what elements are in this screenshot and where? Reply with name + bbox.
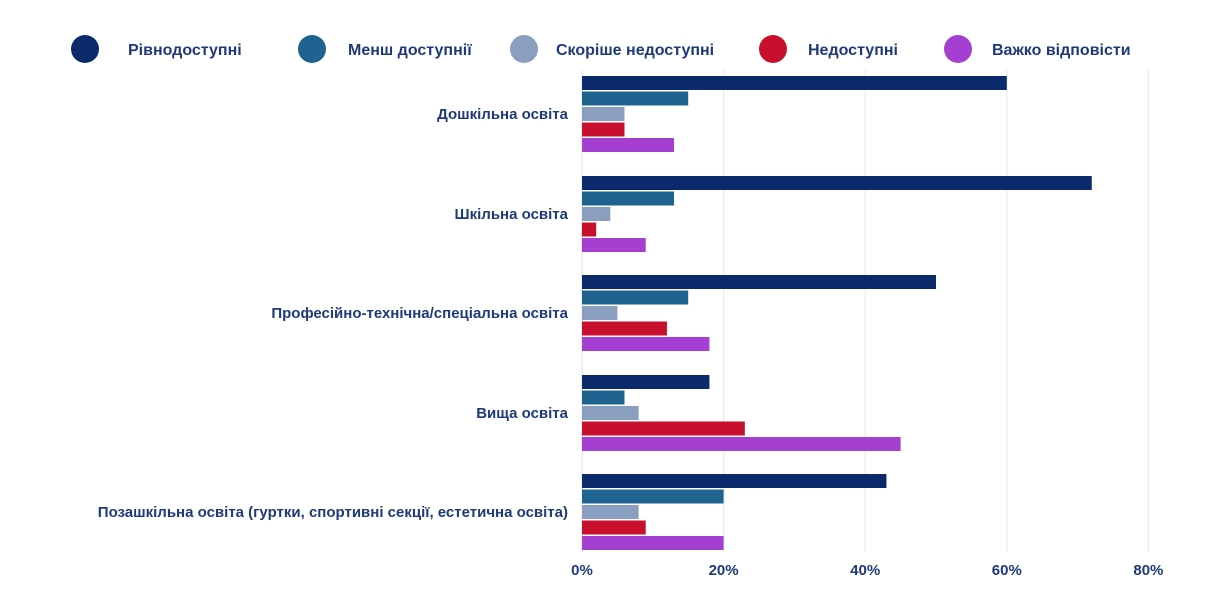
legend-swatch	[298, 35, 326, 63]
bar	[582, 76, 1007, 90]
legend: Рівнодоступні Менш доступнії Скоріше недос…	[71, 35, 1131, 63]
bar	[582, 122, 625, 137]
bar	[582, 91, 689, 106]
x-tick-label: 80%	[1133, 562, 1163, 579]
category-labels: Дошкільна освіта Шкільна освіта Професійно…	[98, 106, 569, 521]
bar	[582, 138, 675, 152]
bar	[582, 238, 646, 252]
bar	[582, 505, 639, 519]
x-tick-label: 60%	[992, 562, 1022, 579]
legend-label: Менш доступнії	[348, 42, 472, 59]
legend-item: Важко відповісти	[944, 35, 1131, 63]
bar	[582, 520, 646, 535]
legend-item: Менш доступнії	[298, 35, 472, 63]
legend-label: Важко відповісти	[992, 42, 1131, 59]
legend-item: Скоріше недоступні	[510, 35, 714, 63]
legend-label: Недоступні	[808, 42, 898, 59]
legend-item: Недоступні	[759, 35, 898, 63]
bar	[582, 489, 724, 504]
bars-group	[582, 76, 1092, 550]
bar	[582, 406, 639, 420]
bar	[582, 337, 710, 351]
bar	[582, 375, 710, 389]
legend-label: Рівнодоступні	[128, 42, 242, 59]
bar	[582, 222, 597, 237]
bar	[582, 176, 1092, 190]
category-label: Професійно-технічна/спеціальна освіта	[271, 305, 568, 322]
bar	[582, 191, 675, 206]
legend-swatch	[510, 35, 538, 63]
bar	[582, 107, 625, 121]
legend-swatch	[944, 35, 972, 63]
x-tick-label: 0%	[571, 562, 593, 579]
bar	[582, 390, 625, 405]
grid-lines	[581, 70, 1149, 552]
bar	[582, 536, 724, 550]
bar	[582, 474, 887, 488]
category-label: Дошкільна освіта	[437, 106, 569, 123]
bar	[582, 275, 936, 289]
legend-swatch	[759, 35, 787, 63]
bar	[582, 437, 901, 451]
category-label: Шкільна освіта	[455, 206, 569, 223]
bar	[582, 290, 689, 305]
bar	[582, 207, 611, 221]
x-tick-label: 20%	[709, 562, 739, 579]
x-tick-label: 40%	[850, 562, 880, 579]
category-label: Позашкільна освіта (гуртки, спортивні се…	[98, 504, 568, 521]
bar	[582, 306, 618, 320]
bar	[582, 321, 667, 336]
legend-swatch	[71, 35, 99, 63]
legend-label: Скоріше недоступні	[556, 42, 714, 59]
bar	[582, 421, 745, 436]
legend-item: Рівнодоступні	[71, 35, 242, 63]
category-label: Вища освіта	[476, 405, 568, 422]
x-axis-ticks: 0% 20% 40% 60% 80%	[571, 562, 1163, 579]
